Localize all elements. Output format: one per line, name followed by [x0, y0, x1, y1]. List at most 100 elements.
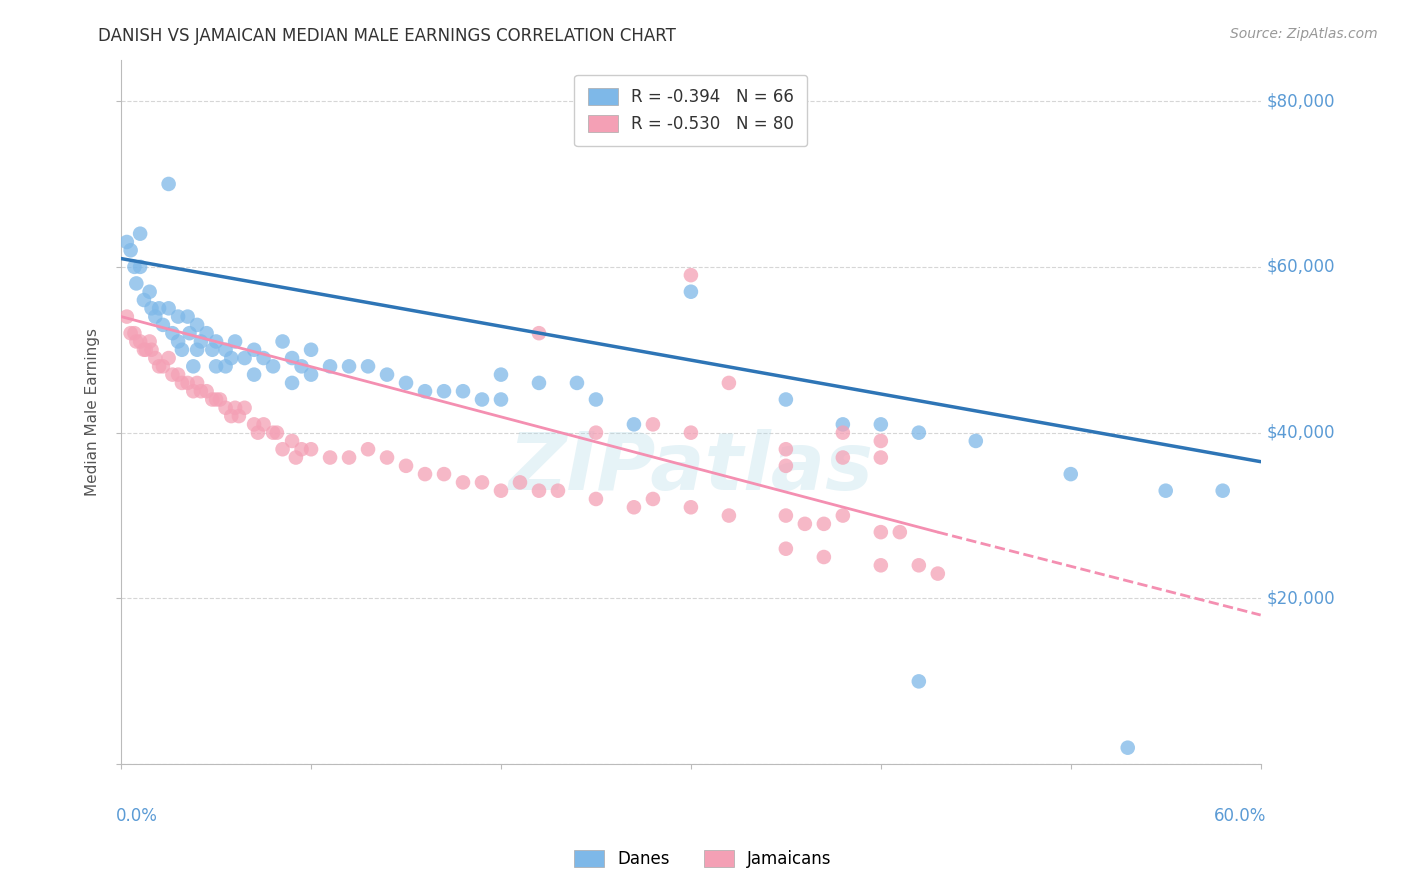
Point — [1154, 483, 1177, 498]
Point — [907, 425, 929, 440]
Text: $60,000: $60,000 — [1267, 258, 1334, 276]
Point — [585, 392, 607, 407]
Point — [262, 425, 284, 440]
Point — [357, 442, 380, 457]
Point — [115, 310, 138, 324]
Point — [337, 359, 360, 374]
Point — [141, 301, 163, 316]
Point — [170, 376, 193, 390]
Point — [775, 392, 797, 407]
Point — [869, 525, 891, 540]
Point — [141, 343, 163, 357]
Point — [717, 508, 740, 523]
Point — [224, 334, 246, 349]
Point — [831, 450, 853, 465]
Text: ZIPatlas: ZIPatlas — [509, 429, 873, 508]
Point — [831, 425, 853, 440]
Point — [162, 368, 184, 382]
Point — [527, 376, 550, 390]
Point — [357, 359, 380, 374]
Point — [214, 343, 236, 357]
Point — [509, 475, 531, 490]
Point — [907, 558, 929, 573]
Point — [157, 177, 180, 191]
Point — [214, 359, 236, 374]
Point — [190, 334, 212, 349]
Point — [775, 458, 797, 473]
Point — [927, 566, 949, 581]
Point — [214, 401, 236, 415]
Point — [186, 376, 208, 390]
Text: $40,000: $40,000 — [1267, 424, 1334, 442]
Text: Source: ZipAtlas.com: Source: ZipAtlas.com — [1230, 27, 1378, 41]
Point — [547, 483, 569, 498]
Point — [148, 359, 170, 374]
Y-axis label: Median Male Earnings: Median Male Earnings — [86, 328, 100, 496]
Point — [337, 450, 360, 465]
Point — [205, 359, 228, 374]
Legend: R = -0.394   N = 66, R = -0.530   N = 80: R = -0.394 N = 66, R = -0.530 N = 80 — [575, 75, 807, 146]
Point — [152, 359, 174, 374]
Point — [319, 450, 342, 465]
Point — [375, 450, 398, 465]
Point — [190, 384, 212, 399]
Text: DANISH VS JAMAICAN MEDIAN MALE EARNINGS CORRELATION CHART: DANISH VS JAMAICAN MEDIAN MALE EARNINGS … — [98, 27, 676, 45]
Point — [143, 351, 166, 365]
Point — [125, 277, 148, 291]
Point — [284, 450, 307, 465]
Point — [907, 674, 929, 689]
Point — [793, 516, 815, 531]
Point — [451, 475, 474, 490]
Point — [623, 500, 645, 515]
Point — [252, 417, 274, 432]
Point — [228, 409, 250, 423]
Point — [195, 384, 218, 399]
Point — [775, 508, 797, 523]
Point — [395, 376, 418, 390]
Point — [869, 417, 891, 432]
Point — [623, 417, 645, 432]
Point — [290, 359, 312, 374]
Point — [262, 359, 284, 374]
Point — [115, 235, 138, 249]
Point — [205, 334, 228, 349]
Point — [489, 368, 512, 382]
Point — [831, 417, 853, 432]
Point — [181, 384, 204, 399]
Point — [641, 491, 664, 506]
Text: $20,000: $20,000 — [1267, 590, 1336, 607]
Point — [433, 384, 456, 399]
Point — [252, 351, 274, 365]
Point — [195, 326, 218, 341]
Point — [186, 318, 208, 332]
Point — [869, 450, 891, 465]
Point — [1116, 740, 1139, 755]
Point — [221, 409, 243, 423]
Point — [375, 368, 398, 382]
Point — [299, 368, 322, 382]
Point — [243, 417, 266, 432]
Point — [201, 392, 224, 407]
Point — [775, 442, 797, 457]
Point — [965, 434, 987, 448]
Point — [290, 442, 312, 457]
Point — [266, 425, 288, 440]
Point — [585, 425, 607, 440]
Point — [157, 351, 180, 365]
Point — [813, 516, 835, 531]
Legend: Danes, Jamaicans: Danes, Jamaicans — [568, 843, 838, 875]
Point — [527, 326, 550, 341]
Point — [132, 343, 155, 357]
Point — [717, 376, 740, 390]
Point — [869, 434, 891, 448]
Point — [489, 483, 512, 498]
Point — [148, 301, 170, 316]
Point — [299, 343, 322, 357]
Point — [889, 525, 911, 540]
Point — [129, 227, 152, 241]
Point — [679, 268, 702, 282]
Point — [585, 491, 607, 506]
Point — [132, 293, 155, 307]
Point — [281, 434, 304, 448]
Point — [869, 558, 891, 573]
